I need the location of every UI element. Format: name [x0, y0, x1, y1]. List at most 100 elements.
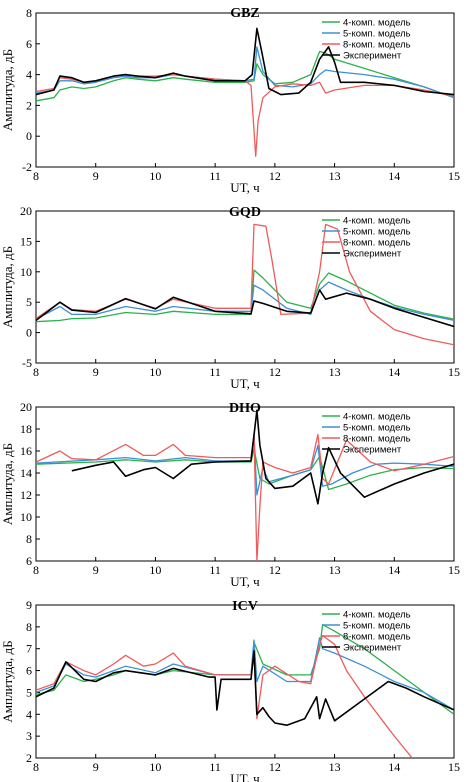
- x-tick-label: 13: [329, 760, 341, 774]
- legend-label: Эксперимент: [343, 51, 402, 62]
- y-tick-label: -5: [22, 356, 32, 370]
- series-line-m8: [36, 73, 454, 157]
- y-tick-label: 4: [26, 68, 32, 82]
- legend-label: 4-комп. модель: [343, 412, 411, 423]
- series-line-exp: [36, 650, 454, 727]
- series-line-m4: [36, 269, 454, 323]
- x-tick-label: 9: [93, 169, 99, 183]
- x-axis-title: UT, ч: [230, 180, 260, 195]
- series-line-exp: [71, 409, 454, 505]
- legend-label: 5-комп. модель: [343, 29, 411, 40]
- y-tick-label: 20: [20, 400, 32, 414]
- plot-frame: [35, 12, 455, 168]
- legend-label: Эксперимент: [343, 249, 402, 260]
- x-tick-label: 9: [93, 365, 99, 379]
- x-tick-label: 14: [388, 365, 400, 379]
- y-tick-label: 10: [20, 510, 32, 524]
- x-tick-label: 11: [209, 760, 221, 774]
- x-tick-label: 15: [448, 169, 460, 183]
- panel-title: GQD: [229, 205, 261, 220]
- x-tick-label: 12: [269, 169, 281, 183]
- x-tick-label: 8: [33, 760, 39, 774]
- series-line-m4: [36, 50, 454, 102]
- y-tick-label: 9: [26, 598, 32, 612]
- x-tick-label: 14: [388, 563, 400, 577]
- y-tick-label: 12: [20, 488, 32, 502]
- y-tick-label: -2: [22, 160, 32, 174]
- x-tick-label: 14: [388, 169, 400, 183]
- series-group: [36, 624, 454, 758]
- x-tick-label: 10: [149, 169, 161, 183]
- y-tick-label: 6: [26, 664, 32, 678]
- x-tick-label: 8: [33, 169, 39, 183]
- x-tick-label: 15: [448, 760, 460, 774]
- y-tick-label: 7: [26, 642, 32, 656]
- y-tick-label: 8: [26, 6, 32, 20]
- x-axis-title: UT, ч: [230, 574, 260, 589]
- plot-frame: [35, 210, 455, 364]
- series-line-exp: [36, 289, 454, 328]
- series-line-m4: [36, 448, 454, 491]
- y-axis-title: Амплитуда, дБ: [0, 640, 15, 722]
- panel-title: GBZ: [230, 6, 260, 21]
- y-tick-label: 8: [26, 532, 32, 546]
- y-tick-label: 5: [26, 295, 32, 309]
- x-tick-label: 11: [209, 365, 221, 379]
- y-tick-label: 3: [26, 729, 32, 743]
- panel-title: DHO: [229, 401, 261, 416]
- x-tick-label: 9: [93, 563, 99, 577]
- x-tick-label: 13: [329, 563, 341, 577]
- legend-label: 4-комп. модель: [343, 18, 411, 29]
- x-tick-label: 12: [269, 760, 281, 774]
- y-tick-label: 15: [20, 234, 32, 248]
- y-tick-label: 0: [26, 129, 32, 143]
- y-tick-label: 0: [26, 326, 32, 340]
- y-axis-title: Амплитуда, дБ: [0, 443, 15, 525]
- x-axis-title: UT, ч: [230, 376, 260, 391]
- x-tick-label: 14: [388, 760, 400, 774]
- y-tick-label: 2: [26, 98, 32, 112]
- x-tick-label: 12: [269, 365, 281, 379]
- series-line-m5: [36, 637, 454, 711]
- x-tick-label: 12: [269, 563, 281, 577]
- y-tick-label: 10: [20, 265, 32, 279]
- panel-title: ICV: [232, 599, 258, 614]
- y-tick-label: 2: [26, 751, 32, 765]
- x-tick-label: 8: [33, 563, 39, 577]
- x-tick-label: 8: [33, 365, 39, 379]
- legend-label: 5-комп. модель: [343, 423, 411, 434]
- legend-label: 8-комп. модель: [343, 40, 411, 51]
- legend-label: Эксперимент: [343, 445, 402, 456]
- y-tick-label: 8: [26, 620, 32, 634]
- y-tick-label: 5: [26, 685, 32, 699]
- y-tick-label: 18: [20, 422, 32, 436]
- legend-label: Эксперимент: [343, 643, 402, 654]
- x-tick-label: 11: [209, 169, 221, 183]
- y-axis-title: Амплитуда, дБ: [0, 246, 15, 328]
- y-tick-label: 4: [26, 707, 32, 721]
- legend-label: 8-комп. модель: [343, 238, 411, 249]
- y-tick-label: 20: [20, 204, 32, 218]
- series-line-m8: [36, 433, 454, 561]
- y-axis-title: Амплитуда, дБ: [0, 49, 15, 131]
- legend-label: 8-комп. модель: [343, 434, 411, 445]
- x-tick-label: 15: [448, 563, 460, 577]
- legend-label: 4-комп. модель: [343, 610, 411, 621]
- chart-panel-icv: ICV 8 9 10 11 12 13 14 15 2 3 4 5 6 7 8 9 UT, ч Амплитуда,…: [0, 598, 460, 782]
- legend-label: 4-комп. модель: [343, 216, 411, 227]
- plot-frame: [35, 604, 455, 759]
- y-tick-label: 16: [20, 444, 32, 458]
- legend-label: 8-комп. модель: [343, 632, 411, 643]
- series-group: [36, 223, 454, 346]
- legend-label: 5-комп. модель: [343, 227, 411, 238]
- y-tick-label: 14: [20, 466, 32, 480]
- x-tick-label: 10: [149, 760, 161, 774]
- series-line-m8: [36, 634, 413, 758]
- y-tick-label: 6: [26, 554, 32, 568]
- x-tick-label: 13: [329, 365, 341, 379]
- x-tick-label: 13: [329, 169, 341, 183]
- series-line-exp: [36, 27, 454, 96]
- x-tick-label: 11: [209, 563, 221, 577]
